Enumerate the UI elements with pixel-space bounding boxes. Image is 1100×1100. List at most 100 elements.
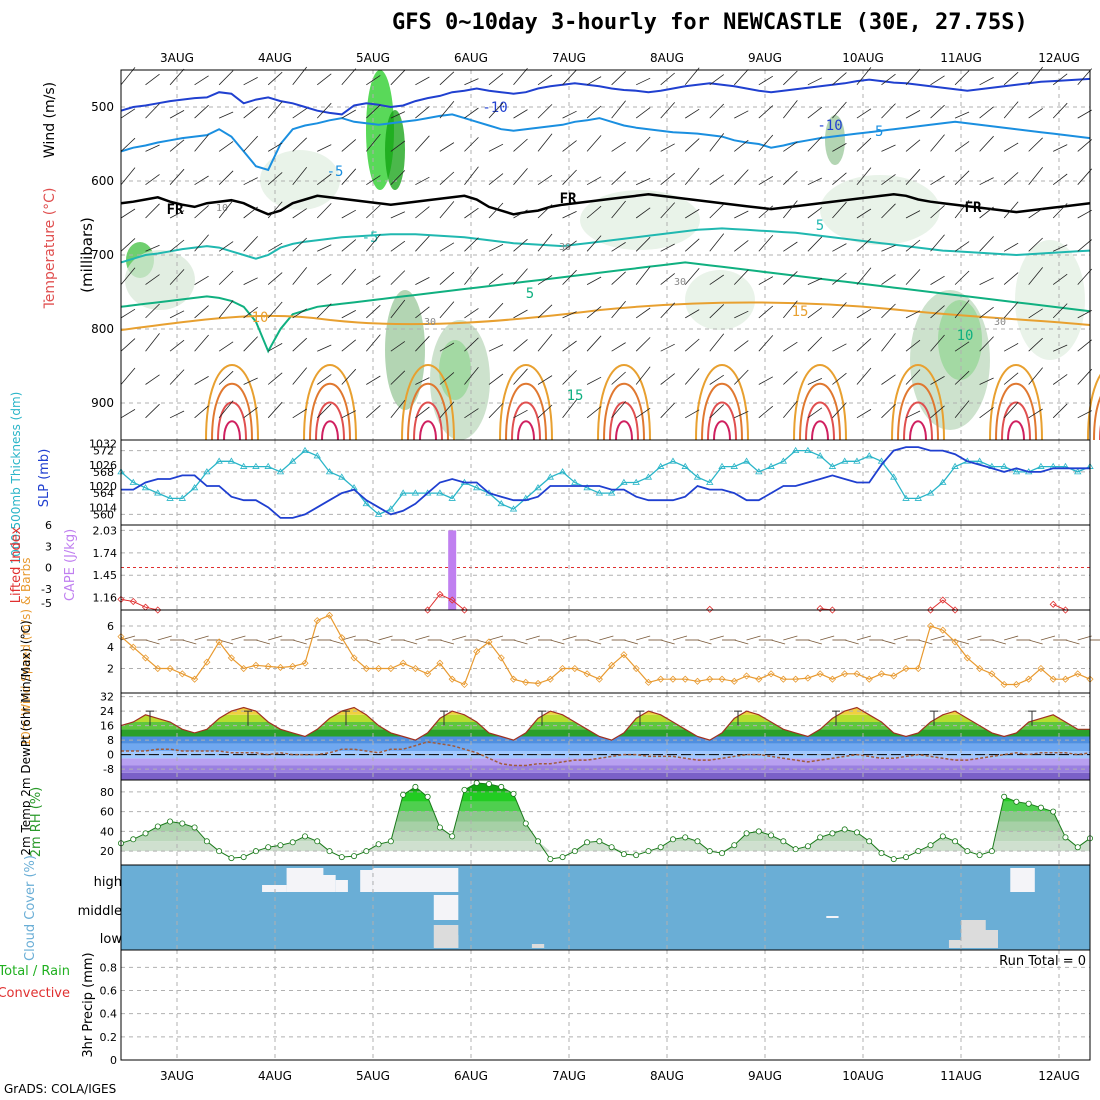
rh-marker <box>780 838 787 845</box>
wind10-marker <box>338 634 346 642</box>
wind10-marker <box>227 654 235 662</box>
wind10-marker <box>559 664 567 673</box>
rh-marker <box>326 848 333 855</box>
wind-barb <box>439 201 455 219</box>
wind-barb <box>930 104 945 119</box>
rh-marker <box>240 854 247 861</box>
wind-barb <box>145 374 160 385</box>
thickness-marker <box>276 468 285 475</box>
contour-label: 30 <box>994 317 1006 328</box>
wind-barb <box>243 236 258 252</box>
wind-barb <box>169 269 185 285</box>
wind10-marker <box>546 675 554 683</box>
wind-barb <box>905 310 921 319</box>
wind-barb <box>684 368 700 385</box>
wind-barb <box>758 134 774 152</box>
thickness-marker <box>1000 462 1008 469</box>
rh-marker <box>804 843 811 850</box>
warm-isotherm <box>1007 420 1025 441</box>
rh-marker <box>203 838 210 845</box>
temp-tick-label: 8 <box>107 734 114 747</box>
wind-barb <box>1028 367 1043 385</box>
wind10-line <box>120 614 1091 686</box>
wind-barb <box>488 73 504 86</box>
wind-barb <box>685 209 700 219</box>
wind-barb <box>317 374 332 385</box>
rh-marker <box>289 839 296 846</box>
temp-band <box>121 743 1090 751</box>
temp-band <box>121 772 1090 780</box>
top-date-label: 11AUG <box>940 51 982 65</box>
bottom-date-label: 3AUG <box>160 1069 194 1083</box>
cape-bar <box>448 530 457 610</box>
wind-panel-frame <box>120 609 1091 694</box>
thickness-marker <box>730 462 738 469</box>
wind-barb <box>734 110 749 119</box>
thickness-marker <box>693 473 702 480</box>
thickness-marker <box>301 446 309 454</box>
wind-barb <box>709 74 724 86</box>
rh-marker <box>338 854 345 861</box>
wind-barb <box>832 101 847 119</box>
wind-barb <box>194 334 209 352</box>
wind-barb <box>660 402 675 419</box>
wind-barb <box>415 106 430 119</box>
wind10-marker <box>387 664 395 673</box>
rh-marker <box>620 851 627 858</box>
wind-barb <box>415 176 430 186</box>
wind-barb <box>366 375 381 385</box>
wind-barb <box>611 271 626 285</box>
rh-marker <box>633 852 640 859</box>
wind-barb <box>611 100 626 119</box>
thickness-marker <box>436 489 444 496</box>
wind-barb <box>905 410 921 419</box>
rh-marker <box>890 856 897 863</box>
wind-barb <box>292 166 308 185</box>
thickness-marker <box>264 462 272 469</box>
wind10-marker <box>865 675 873 683</box>
wind-barb <box>120 367 136 385</box>
top-date-label: 8AUG <box>650 51 684 65</box>
warm-isotherm <box>701 382 743 441</box>
rh-marker <box>473 779 480 786</box>
rh-marker <box>743 830 750 837</box>
wind-barb <box>930 376 945 385</box>
wind-barb <box>758 276 774 285</box>
bottom-date-label: 4AUG <box>258 1069 292 1083</box>
warm-isotherm <box>211 382 253 441</box>
wind10-barb <box>636 635 651 641</box>
wind-barb <box>366 334 381 352</box>
wind-barb <box>709 133 725 152</box>
wind10-barb <box>268 635 283 641</box>
wind10-marker <box>215 638 223 646</box>
rh-marker <box>436 824 443 831</box>
wind-barb <box>194 305 209 319</box>
isotherm-line <box>120 113 1091 172</box>
wind-barb <box>709 404 725 419</box>
wind-barb <box>341 339 357 352</box>
rh-marker <box>903 854 910 861</box>
wind-barb <box>734 240 749 252</box>
precip-run-total: Run Total = 0 <box>999 954 1086 969</box>
wind-barb <box>316 303 332 319</box>
rh-shade <box>580 190 700 250</box>
wind-barb <box>832 143 847 152</box>
wind-barb <box>267 401 283 419</box>
wind10-marker <box>669 675 677 683</box>
wind10-barb <box>734 639 749 645</box>
warm-isotherm <box>205 364 259 441</box>
rh-band <box>121 801 1090 812</box>
wind-barb <box>881 303 896 319</box>
wind-barb <box>267 372 283 385</box>
wind-barb <box>881 103 896 119</box>
wind-barb <box>783 141 798 152</box>
wind-barb <box>611 371 626 385</box>
wind10-barb <box>402 639 418 645</box>
wind10-marker <box>914 664 922 673</box>
temp-tick-label: 24 <box>100 705 114 718</box>
warm-isotherm <box>793 364 847 441</box>
rh-marker <box>265 844 272 851</box>
lifted-index-marker <box>460 606 469 614</box>
wind-barb <box>1028 208 1043 219</box>
wind-barb <box>194 75 209 86</box>
